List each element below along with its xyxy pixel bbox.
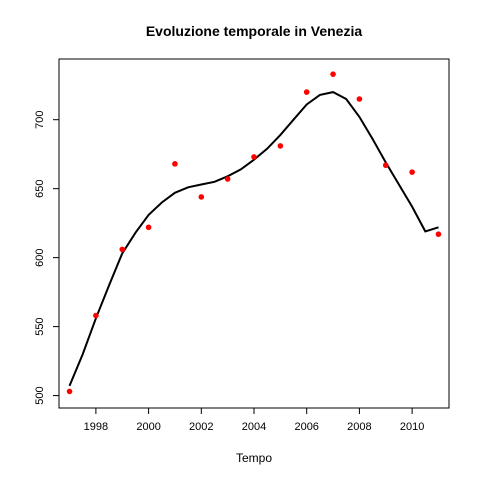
data-point [409, 169, 415, 175]
data-point [251, 154, 257, 160]
data-points [66, 71, 442, 395]
data-point [93, 312, 99, 319]
data-point [356, 96, 363, 102]
y-tick-label: 700 [34, 111, 46, 129]
y-tick-label: 600 [34, 248, 46, 266]
data-point [198, 194, 205, 200]
data-point [382, 162, 389, 169]
x-tick-label: 2000 [136, 421, 160, 433]
x-tick-label: 2002 [189, 421, 213, 433]
data-point [303, 89, 310, 95]
smooth-trend-line [68, 91, 439, 387]
data-point [330, 71, 336, 77]
x-tick-label: 2010 [400, 421, 424, 433]
x-axis: 1998 2000 2002 2004 2006 2008 2010 [84, 408, 424, 433]
y-tick-label: 500 [34, 386, 46, 404]
x-tick-label: 1998 [84, 421, 108, 433]
y-tick-label: 550 [34, 317, 46, 335]
chart-title: Evoluzione temporale in Venezia [146, 23, 362, 39]
y-tick-label: 650 [34, 179, 46, 197]
x-tick-label: 2004 [242, 421, 266, 433]
data-point [145, 224, 152, 231]
data-point [66, 388, 73, 395]
data-point [119, 246, 126, 253]
data-point [224, 176, 231, 182]
data-point [435, 231, 442, 237]
data-point [277, 143, 284, 149]
x-axis-label: Tempo [236, 451, 272, 465]
y-axis: 500 550 600 650 700 [34, 111, 59, 405]
x-tick-label: 2008 [347, 421, 371, 433]
plot-frame [58, 58, 450, 409]
x-tick-label: 2006 [294, 421, 318, 433]
data-point [172, 161, 178, 167]
